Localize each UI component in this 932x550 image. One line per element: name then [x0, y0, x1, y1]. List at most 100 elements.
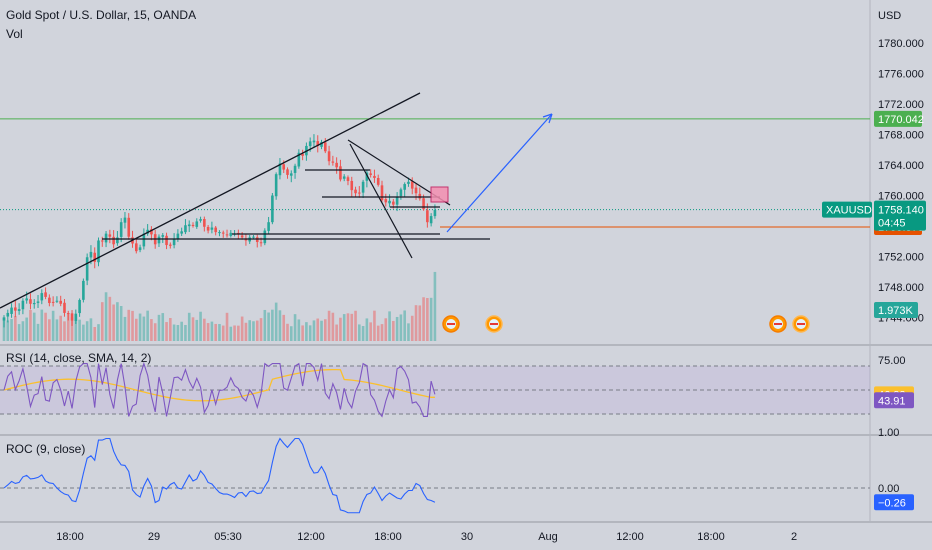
roc-line: [3, 437, 436, 514]
volume-bar: [180, 321, 183, 341]
volume-bar: [14, 316, 17, 341]
volume-bar: [414, 305, 418, 341]
volume-bar: [388, 311, 391, 341]
volume-bar: [169, 318, 172, 341]
candle-body: [392, 201, 395, 205]
candle-body: [218, 232, 221, 234]
volume-bar: [354, 310, 357, 341]
volume-bar: [365, 318, 369, 341]
candle-body: [85, 257, 89, 281]
candle-body: [422, 198, 425, 210]
volume-bar: [93, 326, 97, 341]
volume-bar: [51, 310, 55, 341]
candle-body: [100, 240, 104, 242]
volume-bar: [358, 324, 361, 341]
volume-bar: [131, 310, 134, 341]
volume-bars: [2, 271, 437, 341]
projection-arrow: [446, 113, 553, 233]
candle-body: [78, 299, 81, 314]
volume-bar: [403, 310, 406, 341]
candle-body: [255, 237, 259, 243]
axes: 1780.000 1776.000 1772.000 1768.000 1764.000…: [56, 10, 924, 543]
candle-body: [358, 192, 361, 194]
candle-body: [342, 176, 346, 179]
candle-body: [116, 237, 119, 244]
volume-bar: [407, 323, 410, 341]
candle-body: [395, 197, 399, 205]
candle-body: [259, 242, 263, 244]
candle-body: [135, 243, 138, 252]
volume-bar: [267, 312, 270, 341]
volume-bar: [380, 324, 384, 341]
candle-body: [6, 312, 10, 317]
volume-bar: [66, 313, 70, 341]
countdown-tag: 04:45: [878, 218, 906, 230]
us-flag-icon-stripe: [774, 323, 782, 325]
candle-body: [380, 185, 384, 201]
volume-bar: [2, 317, 6, 341]
candle-body: [339, 166, 342, 180]
volume-bar: [206, 323, 210, 341]
candle-body: [187, 224, 191, 227]
price-tick-label: 1768.000: [878, 130, 924, 142]
candle-body: [327, 151, 331, 162]
candle-body: [51, 301, 55, 303]
volume-bar: [331, 312, 335, 341]
candle-body: [59, 300, 62, 304]
roc-zero-label: 0.00: [878, 483, 899, 495]
volume-bar: [17, 324, 21, 341]
volume-bar: [297, 319, 301, 341]
candle-body: [388, 200, 391, 204]
candle-body: [335, 162, 338, 168]
candle-body: [263, 230, 267, 244]
volume-bar: [187, 312, 191, 341]
candle-body: [376, 177, 380, 185]
candle-body: [104, 233, 108, 243]
volume-bar: [308, 325, 312, 341]
roc-pane: 1.00 0.00: [0, 427, 899, 514]
ascending-trendline: [0, 92, 421, 309]
candle-body: [25, 298, 28, 301]
candle-body: [165, 235, 168, 246]
candle-body: [278, 163, 282, 176]
volume-bar: [271, 309, 274, 341]
volume-bar: [78, 319, 81, 341]
volume-bar: [301, 325, 304, 341]
volume-bar: [252, 321, 255, 341]
volume-bar: [274, 302, 278, 341]
price-tick-label: 1764.000: [878, 160, 924, 172]
candle-body: [70, 313, 74, 321]
volume-bar: [240, 316, 244, 341]
volume-bar: [85, 321, 89, 341]
volume-bar: [312, 320, 316, 341]
volume-bar: [127, 309, 131, 341]
price-tick-label: 1760.000: [878, 191, 924, 203]
volume-bar: [82, 324, 85, 341]
volume-bar: [350, 313, 354, 341]
volume-bar: [259, 318, 263, 341]
candle-body: [108, 234, 112, 237]
volume-bar: [97, 324, 100, 341]
time-tick-label: 12:00: [616, 531, 644, 543]
candle-body: [399, 189, 403, 197]
price-tick-label: 1780.000: [878, 38, 924, 50]
symbol-tag: XAUUSD: [826, 205, 872, 217]
volume-bar: [25, 317, 28, 341]
volume-bar: [429, 297, 433, 341]
candle-body: [414, 187, 418, 194]
drawings[interactable]: [0, 92, 810, 333]
candle-body: [74, 313, 78, 321]
candle-body: [274, 174, 278, 197]
volume-bar: [237, 325, 240, 341]
candle-body: [297, 152, 301, 167]
candle-body: [210, 227, 214, 230]
candle-body: [44, 292, 47, 297]
candle-body: [184, 225, 187, 233]
candle-body: [373, 175, 376, 178]
chart-title: Gold Spot / U.S. Dollar, 15, OANDA: [6, 8, 197, 22]
volume-bar: [36, 323, 40, 341]
time-tick-label: 18:00: [374, 531, 402, 543]
candle-body: [2, 317, 6, 321]
volume-bar: [342, 314, 346, 341]
